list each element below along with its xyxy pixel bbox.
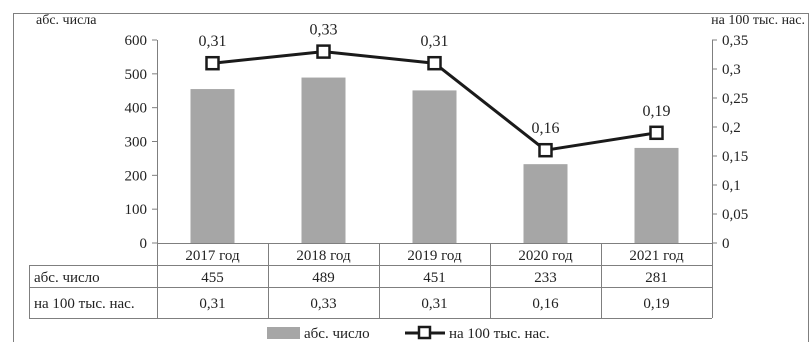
left-axis-tick-label: 200 <box>125 168 148 184</box>
category-label: 2017 год <box>185 248 240 264</box>
bar <box>190 89 235 243</box>
line-data-label: 0,19 <box>643 103 671 120</box>
table-cell: 233 <box>534 270 557 286</box>
table-row-label: абс. число <box>34 270 100 286</box>
table-cell: 281 <box>645 270 668 286</box>
table-cell: 455 <box>201 270 224 286</box>
table-cell: 0,33 <box>310 296 336 312</box>
left-axis-title: абс. числа <box>36 13 97 28</box>
right-axis-title: на 100 тыс. нас. <box>711 13 805 28</box>
left-axis-tick-label: 0 <box>140 236 148 252</box>
legend-marker <box>417 325 432 340</box>
line-marker <box>538 142 553 158</box>
bar <box>634 147 679 243</box>
left-axis-tick-label: 400 <box>125 101 148 117</box>
bar <box>523 164 568 243</box>
left-axis: 0 100 200 300 400 500 600 <box>125 33 158 252</box>
legend-label: абс. число <box>304 326 370 342</box>
left-axis-tick-label: 500 <box>125 67 148 83</box>
line-data-label: 0,31 <box>199 33 227 50</box>
bar <box>301 77 346 244</box>
right-axis-tick-label: 0,3 <box>722 62 741 78</box>
data-table: 2017 год 2018 год 2019 год 2020 год 2021 год… <box>29 243 713 319</box>
table-cell: 0,19 <box>643 296 669 312</box>
table-cell: 0,31 <box>421 296 447 312</box>
table-cell: 489 <box>312 270 335 286</box>
legend: абс. число на 100 тыс. нас. <box>267 325 550 342</box>
table-cell: 0,31 <box>199 296 225 312</box>
table-cell: 451 <box>423 270 446 286</box>
line-series: 0,31 0,33 0,31 0,16 0,19 <box>199 22 671 158</box>
category-label: 2019 год <box>407 248 462 264</box>
left-axis-tick-label: 600 <box>125 33 148 49</box>
table-cell: 0,16 <box>532 296 559 312</box>
right-axis-tick-label: 0,25 <box>722 91 748 107</box>
category-label: 2021 год <box>629 248 684 264</box>
legend-bar-swatch <box>267 327 300 339</box>
line-marker <box>427 55 442 71</box>
right-axis: 0 0,05 0,1 0,15 0,2 0,25 0,3 0,35 <box>712 33 748 252</box>
right-axis-tick-label: 0,05 <box>722 207 748 223</box>
bar <box>412 90 457 243</box>
left-axis-tick-label: 100 <box>125 202 148 218</box>
category-label: 2018 год <box>296 248 351 264</box>
line-marker <box>205 55 220 71</box>
line-data-label: 0,33 <box>310 22 338 39</box>
bar-series <box>190 77 679 244</box>
line-data-label: 0,31 <box>421 33 449 50</box>
right-axis-tick-label: 0,1 <box>722 178 741 194</box>
right-axis-tick-label: 0,2 <box>722 120 741 136</box>
line-data-label: 0,16 <box>532 120 560 137</box>
left-axis-tick-label: 300 <box>125 135 148 151</box>
line-marker <box>649 125 664 141</box>
legend-label: на 100 тыс. нас. <box>449 326 550 342</box>
category-label: 2020 год <box>518 248 573 264</box>
line-marker <box>316 44 331 59</box>
table-row-label: на 100 тыс. нас. <box>34 296 135 312</box>
right-axis-tick-label: 0 <box>722 236 730 252</box>
right-axis-tick-label: 0,35 <box>722 33 748 49</box>
right-axis-tick-label: 0,15 <box>722 149 748 165</box>
